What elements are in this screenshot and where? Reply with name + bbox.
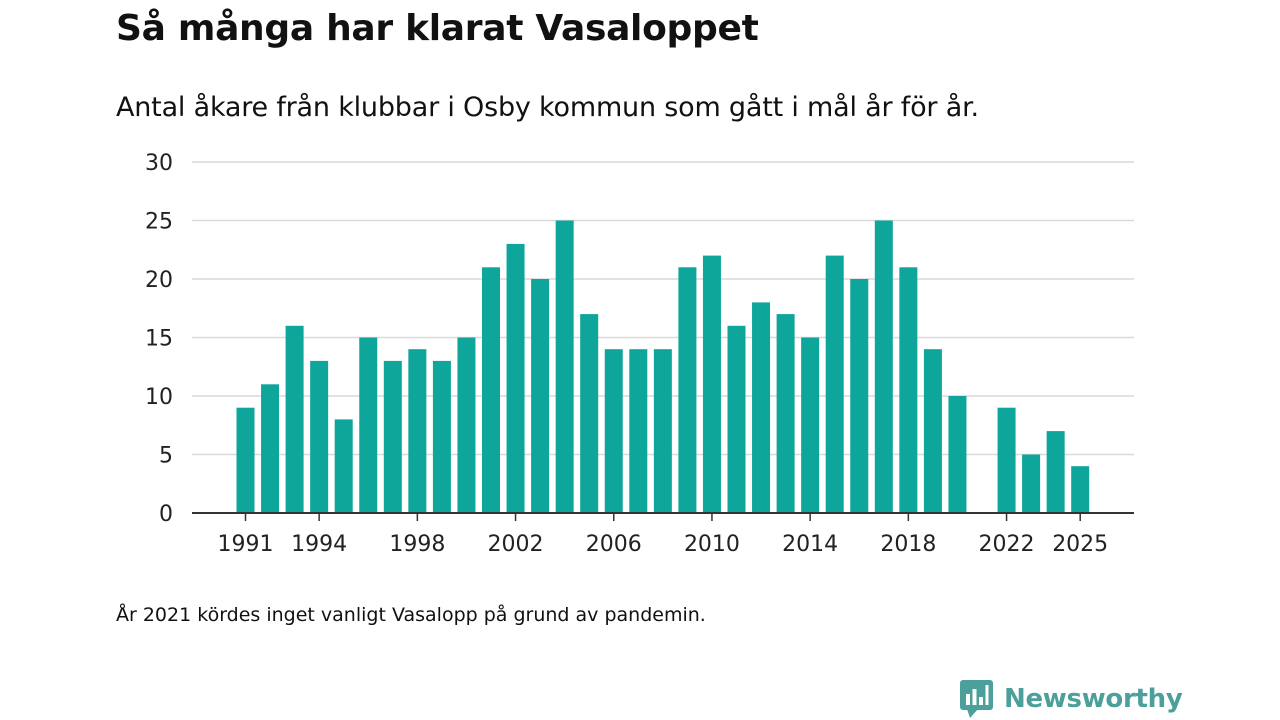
x-tick-label: 1998 [389, 532, 445, 557]
y-axis-ticks: 0 5 10 15 20 25 30 [145, 151, 173, 527]
bar-1992 [261, 384, 280, 513]
bar-2008 [653, 349, 672, 513]
bar-2005 [580, 314, 599, 513]
newsworthy-logo-icon [960, 680, 993, 718]
x-tick-label: 2025 [1052, 532, 1108, 557]
bar-2013 [776, 314, 795, 513]
bar-1999 [432, 360, 451, 513]
bar-2017 [874, 220, 893, 513]
bar-2002 [506, 243, 525, 513]
bar-2007 [629, 349, 648, 513]
y-tick-label: 20 [145, 268, 173, 293]
y-tick-label: 5 [159, 444, 173, 469]
bar-1994 [310, 360, 329, 513]
bar-2020 [948, 396, 967, 513]
bar-1997 [383, 360, 402, 513]
chart-subtitle: Antal åkare från klubbar i Osby kommun s… [116, 92, 979, 123]
bar-2000 [457, 337, 476, 513]
x-tick-label: 1994 [291, 532, 347, 557]
bar-2019 [923, 349, 942, 513]
bar-2022 [997, 407, 1016, 513]
brand-name: Newsworthy [1004, 684, 1183, 714]
x-tick-label: 2006 [586, 532, 642, 557]
bar-2025 [1071, 466, 1090, 513]
brand-logo: Newsworthy [960, 680, 1183, 718]
bar-1995 [334, 419, 353, 513]
x-tick-label: 2010 [684, 532, 740, 557]
y-tick-label: 10 [145, 385, 173, 410]
bar-2001 [482, 267, 500, 513]
bar-2006 [604, 349, 623, 513]
bar-1993 [285, 325, 304, 513]
y-tick-label: 30 [145, 151, 173, 176]
bar-2023 [1022, 454, 1041, 513]
bar-2009 [678, 267, 697, 513]
y-tick-label: 15 [145, 327, 173, 352]
bar-2010 [702, 255, 721, 513]
bar-2003 [531, 279, 550, 513]
bar-2012 [752, 302, 771, 513]
bar-2011 [727, 325, 746, 513]
bar-2004 [555, 220, 574, 513]
chart-title: Så många har klarat Vasaloppet [116, 8, 759, 49]
x-tick-label: 2018 [880, 532, 936, 557]
x-tick-label: 1991 [218, 532, 274, 557]
x-tick-label: 2014 [782, 532, 838, 557]
bar-2014 [801, 337, 820, 513]
bar-2024 [1046, 431, 1065, 513]
x-axis-ticks: 1991 1994 1998 2002 2006 2010 2014 2018 2022 2025 [218, 513, 1108, 557]
bar-2016 [850, 279, 869, 513]
y-tick-label: 0 [159, 502, 173, 527]
bar-1996 [359, 337, 378, 513]
footnote: År 2021 kördes inget vanligt Vasalopp på… [116, 604, 706, 626]
bars [236, 220, 1090, 513]
bar-1998 [408, 349, 427, 513]
bar-2018 [899, 267, 918, 513]
x-tick-label: 2002 [488, 532, 544, 557]
bar-2015 [825, 255, 844, 513]
y-tick-label: 25 [145, 210, 173, 235]
bar-1991 [236, 407, 255, 513]
x-tick-label: 2022 [979, 532, 1035, 557]
